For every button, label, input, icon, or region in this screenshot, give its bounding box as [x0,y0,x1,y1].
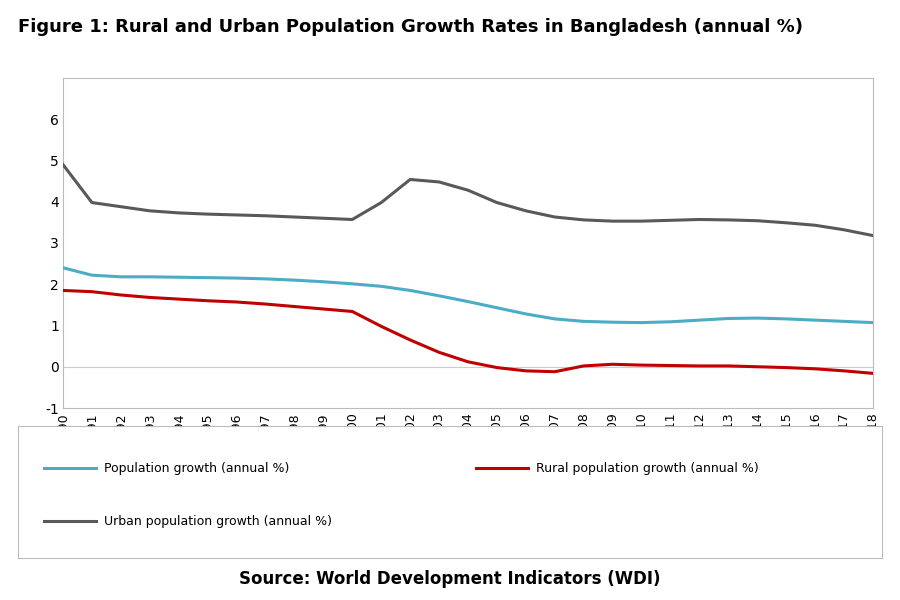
Urban population growth (annual %) [579,216,590,223]
Urban population growth (annual %) [868,232,878,239]
Urban population growth (annual %) [405,176,416,183]
Rural population growth (annual %) [579,362,590,370]
Population growth (annual %) [174,274,184,281]
Population growth (annual %) [781,315,792,322]
Rural population growth (annual %) [463,358,473,365]
Rural population growth (annual %) [665,362,676,369]
Rural population growth (annual %) [115,292,126,299]
Rural population growth (annual %) [434,349,445,356]
Population growth (annual %) [115,273,126,280]
Rural population growth (annual %) [781,364,792,371]
Population growth (annual %) [752,314,762,322]
Population growth (annual %) [202,274,213,281]
Population growth (annual %) [491,304,502,311]
Text: Source: World Development Indicators (WDI): Source: World Development Indicators (WD… [239,570,661,588]
Population growth (annual %) [694,317,705,324]
Urban population growth (annual %) [318,215,328,222]
Population growth (annual %) [376,283,387,290]
Population growth (annual %) [144,273,155,280]
Rural population growth (annual %) [752,363,762,370]
Population growth (annual %) [868,319,878,326]
Population growth (annual %) [346,280,357,287]
Rural population growth (annual %) [318,305,328,313]
Population growth (annual %) [549,315,560,322]
Rural population growth (annual %) [694,362,705,370]
Population growth (annual %) [520,310,531,317]
Urban population growth (annual %) [58,161,68,168]
Urban population growth (annual %) [346,216,357,223]
Rural population growth (annual %) [231,298,242,305]
Urban population growth (annual %) [636,218,647,225]
Rural population growth (annual %) [405,337,416,344]
Population growth (annual %) [608,319,618,326]
Population growth (annual %) [579,318,590,325]
Population growth (annual %) [405,287,416,294]
Urban population growth (annual %) [144,207,155,214]
Population growth (annual %) [665,318,676,325]
Rural population growth (annual %) [810,365,821,373]
Urban population growth (annual %) [491,199,502,206]
Urban population growth (annual %) [752,217,762,224]
Text: Rural population growth (annual %): Rural population growth (annual %) [536,462,760,475]
Population growth (annual %) [231,274,242,281]
Rural population growth (annual %) [520,367,531,374]
Rural population growth (annual %) [491,364,502,371]
Text: Figure 1: Rural and Urban Population Growth Rates in Bangladesh (annual %): Figure 1: Rural and Urban Population Gro… [18,18,803,36]
Urban population growth (annual %) [694,216,705,223]
Population growth (annual %) [636,319,647,326]
Urban population growth (annual %) [463,187,473,194]
Rural population growth (annual %) [86,288,97,295]
Rural population growth (annual %) [202,297,213,304]
Urban population growth (annual %) [434,178,445,185]
Population growth (annual %) [723,315,734,322]
Population growth (annual %) [260,275,271,283]
Urban population growth (annual %) [202,211,213,218]
Rural population growth (annual %) [608,361,618,368]
Urban population growth (annual %) [839,226,850,233]
Rural population growth (annual %) [144,294,155,301]
Urban population growth (annual %) [115,203,126,210]
Urban population growth (annual %) [174,209,184,217]
Text: Population growth (annual %): Population growth (annual %) [104,462,290,475]
Rural population growth (annual %) [636,361,647,368]
Urban population growth (annual %) [86,199,97,206]
Population growth (annual %) [434,292,445,299]
Rural population growth (annual %) [839,367,850,374]
Population growth (annual %) [463,298,473,305]
Urban population growth (annual %) [231,211,242,218]
Rural population growth (annual %) [346,308,357,315]
Rural population growth (annual %) [260,301,271,308]
Urban population growth (annual %) [549,214,560,221]
Line: Population growth (annual %): Population growth (annual %) [63,268,873,323]
Urban population growth (annual %) [608,218,618,225]
Line: Urban population growth (annual %): Urban population growth (annual %) [63,164,873,236]
Rural population growth (annual %) [376,323,387,330]
Urban population growth (annual %) [520,207,531,214]
Population growth (annual %) [58,264,68,271]
Rural population growth (annual %) [58,287,68,294]
Rural population growth (annual %) [723,362,734,370]
Population growth (annual %) [810,317,821,324]
Rural population growth (annual %) [289,303,300,310]
Urban population growth (annual %) [723,216,734,223]
Urban population growth (annual %) [289,214,300,221]
Urban population growth (annual %) [260,212,271,220]
Population growth (annual %) [318,278,328,286]
Urban population growth (annual %) [810,221,821,229]
Line: Rural population growth (annual %): Rural population growth (annual %) [63,290,873,373]
Urban population growth (annual %) [665,217,676,224]
Rural population growth (annual %) [868,370,878,377]
Text: Urban population growth (annual %): Urban population growth (annual %) [104,515,332,527]
Population growth (annual %) [86,272,97,279]
Urban population growth (annual %) [376,199,387,206]
Population growth (annual %) [289,277,300,284]
Rural population growth (annual %) [174,295,184,302]
Urban population growth (annual %) [781,219,792,226]
Rural population growth (annual %) [549,368,560,376]
Population growth (annual %) [839,318,850,325]
